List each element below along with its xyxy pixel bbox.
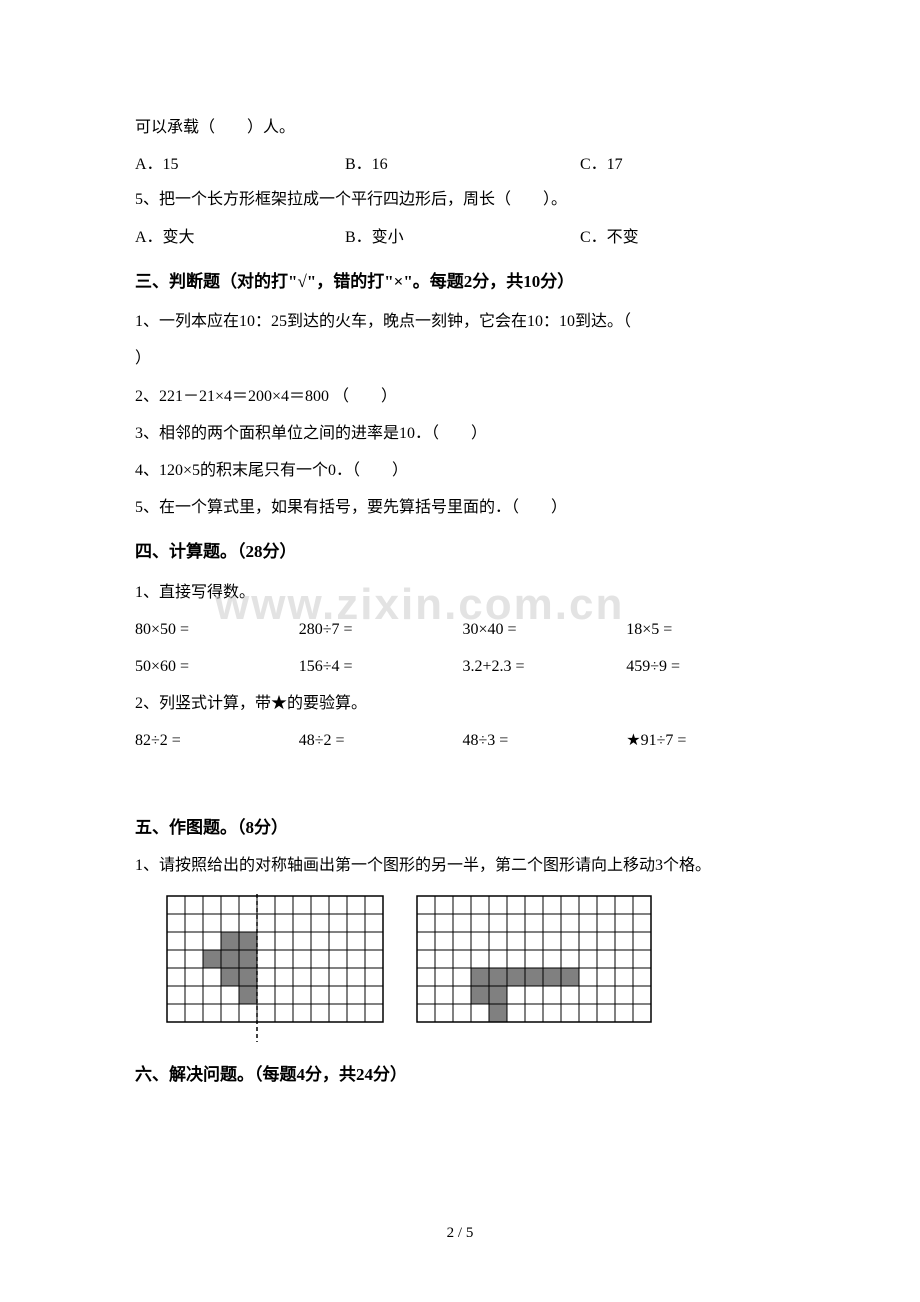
q4-choice-c: C．17 [580,147,623,182]
s3-q4: 4、120×5的积末尾只有一个0．（ ） [135,453,790,488]
calc-1a: 80×50 = [135,612,299,647]
s3-q3: 3、相邻的两个面积单位之间的进率是10．（ ） [135,416,790,451]
calc-3a: 82÷2 = [135,723,299,758]
calc-3c: 48÷3 = [463,723,627,758]
calc-1c: 30×40 = [463,612,627,647]
page-number: 2 / 5 [0,1225,920,1242]
q5-choice-c: C．不变 [580,220,639,255]
calc-row-2: 50×60 = 156÷4 = 3.2+2.3 = 459÷9 = [135,649,790,684]
section3-title: 三、判断题（对的打"√"，错的打"×"。每题2分，共10分） [135,263,790,300]
q5-choice-a: A．变大 [135,220,345,255]
q5-choices: A．变大 B．变小 C．不变 [135,220,790,255]
s3-q2: 2、221－21×4＝200×4＝800 （ ） [135,379,790,414]
calc-1d: 18×5 = [626,612,790,647]
calc-row-1: 80×50 = 280÷7 = 30×40 = 18×5 = [135,612,790,647]
s3-q1b: ） [135,341,790,376]
s4-q2: 2、列竖式计算，带★的要验算。 [135,686,790,721]
s5-q1: 1、请按照给出的对称轴画出第一个图形的另一半，第二个图形请向上移动3个格。 [135,850,790,882]
q5-choice-b: B．变小 [345,220,580,255]
calc-2c: 3.2+2.3 = [463,649,627,684]
calc-3b: 48÷2 = [299,723,463,758]
section6-title: 六、解决问题。（每题4分，共24分） [135,1056,790,1093]
q4-continuation: 可以承载（ ）人。 [135,110,790,145]
calc-2a: 50×60 = [135,649,299,684]
q4-choices: A．15 B．16 C．17 [135,147,790,182]
q4-choice-a: A．15 [135,147,345,182]
s4-q1: 1、直接写得数。 [135,575,790,610]
calc-row-3: 82÷2 = 48÷2 = 48÷3 = ★91÷7 = [135,723,790,758]
section5-title: 五、作图题。（8分） [135,809,790,846]
calc-3d: ★91÷7 = [626,723,790,758]
s3-q5: 5、在一个算式里，如果有括号，要先算括号里面的．（ ） [135,490,790,525]
grid-figure-2 [415,894,653,1024]
figures-container [165,894,790,1044]
grid-figure-1 [165,894,385,1044]
calc-2d: 459÷9 = [626,649,790,684]
calc-2b: 156÷4 = [299,649,463,684]
s3-q1: 1、一列本应在10：25到达的火车，晚点一刻钟，它会在10：10到达。（ [135,304,790,339]
section4-title: 四、计算题。（28分） [135,533,790,570]
calc-1b: 280÷7 = [299,612,463,647]
document-content: 可以承载（ ）人。 A．15 B．16 C．17 5、把一个长方形框架拉成一个平… [0,0,920,1093]
q5-text: 5、把一个长方形框架拉成一个平行四边形后，周长（ ）。 [135,182,790,217]
q4-choice-b: B．16 [345,147,580,182]
